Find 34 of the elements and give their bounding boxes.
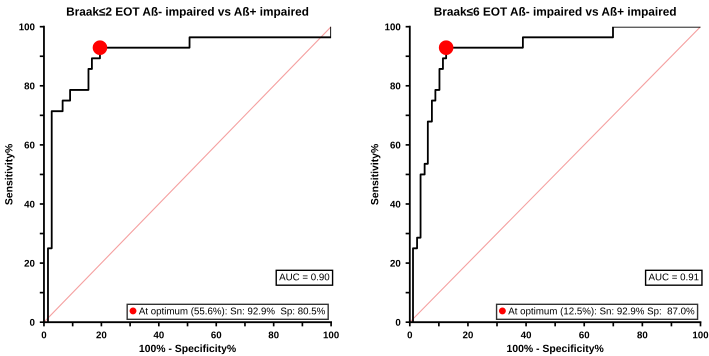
x-axis-title: 100% - Specificity% bbox=[140, 344, 236, 354]
y-tick-label: 20 bbox=[24, 260, 35, 267]
x-tick-label: 20 bbox=[462, 331, 473, 338]
annotation: AUC = 0.91 bbox=[648, 273, 699, 280]
x-tick-label: 40 bbox=[154, 331, 164, 338]
y-tick-label: 80 bbox=[24, 82, 35, 90]
y-tick-label: 0 bbox=[396, 318, 400, 326]
y-tick-label: 100 bbox=[19, 23, 35, 30]
x-tick-label: 100 bbox=[692, 331, 708, 338]
x-tick-label: 0 bbox=[42, 331, 46, 338]
y-axis-title: Sensitivity% bbox=[4, 144, 15, 205]
y-tick-label: 0 bbox=[30, 318, 35, 326]
y-tick-label: 60 bbox=[24, 142, 35, 149]
x-tick-label: 80 bbox=[637, 331, 648, 338]
x-tick-label: 60 bbox=[211, 331, 222, 338]
x-tick-label: 40 bbox=[520, 331, 532, 338]
y-tick-label: 80 bbox=[390, 82, 400, 90]
x-tick-label: 80 bbox=[268, 331, 279, 338]
chart-title: Braak≤6 EOT Aß- impaired vs Aß+ impaired bbox=[434, 7, 676, 18]
x-tick-label: 0 bbox=[407, 331, 412, 338]
chart-title: Braak≤2 EOT Aß- impaired vs Aß+ impaired bbox=[66, 7, 308, 18]
y-axis-title: Sensitivity% bbox=[370, 144, 380, 205]
y-tick-label: 40 bbox=[24, 200, 35, 208]
x-tick-label: 100 bbox=[324, 331, 339, 338]
annotation: AUC = 0.90 bbox=[279, 273, 330, 280]
legend-label: At optimum (12.5%): Sn: 92.9% Sp: 87.0% bbox=[508, 307, 694, 316]
y-tick-label: 100 bbox=[385, 23, 400, 30]
y-tick-label: 60 bbox=[390, 142, 400, 149]
legend-label: At optimum (55.6%): Sn: 92.9% Sp: 80.5% bbox=[138, 307, 325, 316]
y-tick-label: 20 bbox=[390, 260, 400, 267]
x-tick-label: 20 bbox=[96, 331, 106, 338]
y-tick-label: 40 bbox=[390, 200, 400, 208]
x-axis-title: 100% - Specificity% bbox=[507, 344, 604, 354]
x-tick-label: 60 bbox=[579, 331, 590, 338]
